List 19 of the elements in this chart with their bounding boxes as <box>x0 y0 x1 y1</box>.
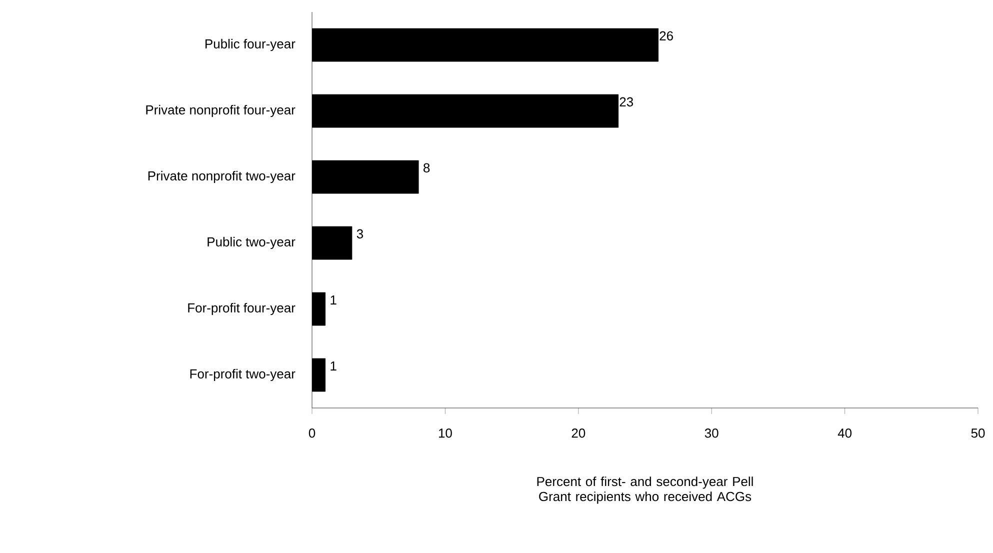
x-tick-label: 0 <box>308 428 316 438</box>
y-tick-label: For-profit four-year <box>188 302 296 316</box>
y-tick-label: Public four-year <box>206 38 296 52</box>
x-tick-label: 20 <box>572 428 586 438</box>
x-tick-label: 50 <box>971 428 985 438</box>
x-tick-label: 10 <box>438 428 452 438</box>
data-label: 1 <box>330 362 336 370</box>
x-tick-label: 30 <box>704 428 718 438</box>
data-label: 23 <box>620 97 634 106</box>
y-tick-label: Public two-year <box>208 236 296 250</box>
y-tick-label: Private nonprofit two-year <box>148 170 296 184</box>
data-label: 26 <box>660 31 673 40</box>
y-tick-label: For-profit two-year <box>190 368 296 382</box>
y-tick-label: Private nonprofit four-year <box>146 104 296 118</box>
data-label: 1 <box>330 296 336 304</box>
x-axis-title: Percent of first- and second-year Pell Grant recipients who received ACGs <box>537 476 753 504</box>
data-label: 8 <box>424 163 430 172</box>
data-label: 3 <box>356 229 364 238</box>
x-tick-label: 40 <box>838 428 852 438</box>
